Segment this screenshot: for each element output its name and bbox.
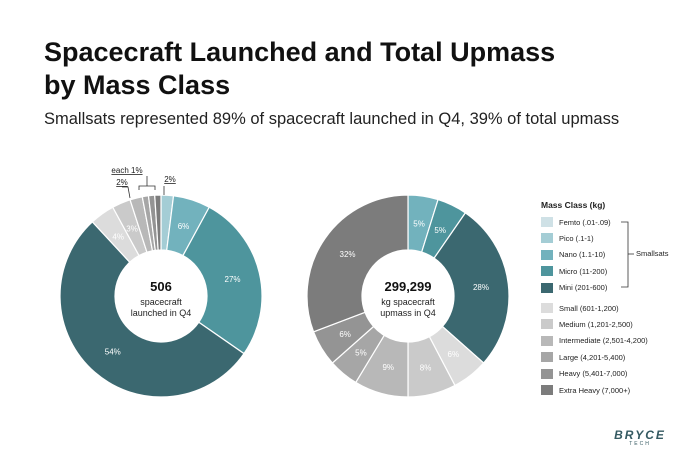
annotation-2pct-left: 2% (116, 178, 128, 187)
legend-item: Large (4,201-5,400) (541, 351, 625, 363)
legend-label: Intermediate (2,501-4,200) (559, 336, 648, 346)
upmass-donut-center-label: kg spacecraft (381, 297, 435, 307)
spacecraft-donut-center-label: spacecraft (140, 297, 182, 307)
spacecraft-donut-center-label: launched in Q4 (131, 308, 192, 318)
smallsats-label: Smallsats (636, 249, 669, 258)
upmass-donut-slice-label: 5% (355, 348, 367, 357)
upmass-donut-slice-label: 28% (473, 283, 489, 292)
legend-label: Nano (1.1-10) (559, 250, 606, 260)
spacecraft-donut-slice (182, 206, 263, 355)
spacecraft-donut-slice-label: 27% (225, 275, 241, 284)
legend-label: Large (4,201-5,400) (559, 352, 626, 362)
upmass-donut-slice (433, 212, 510, 364)
legend-swatch (541, 217, 553, 227)
annotation-each-1pct: each 1% (111, 166, 142, 175)
legend-item: Extra Heavy (7,000+) (541, 384, 630, 396)
upmass-donut-slice-label: 5% (413, 219, 425, 228)
legend-swatch (541, 282, 553, 293)
spacecraft-donut-slice-label: 4% (112, 232, 124, 241)
legend-swatch (541, 385, 553, 395)
legend-swatch (541, 368, 553, 379)
legend-label: Heavy (5,401-7,000) (559, 369, 628, 379)
chart-subtitle: Smallsats represented 89% of spacecraft … (44, 110, 620, 128)
logo-wordmark: BRYCE (614, 428, 666, 442)
upmass-donut: 5% 5% 28% 6% 8% 9% 5% 6% 32% 299,299 kg spacecraft… (306, 194, 510, 398)
logo-subtext: TECH (629, 441, 651, 447)
legend-item: Femto (.01-.09) (541, 216, 611, 228)
legend-item: Mini (201-600) (541, 282, 607, 294)
legend-title: Mass Class (kg) (541, 200, 606, 210)
legend-label: Mini (201-600) (559, 283, 608, 293)
legend-label: Medium (1,201-2,500) (559, 319, 633, 329)
title-line-2: by Mass Class (44, 70, 231, 100)
legend-item: Heavy (5,401-7,000) (541, 368, 627, 380)
upmass-donut-slice-label: 6% (448, 350, 460, 359)
legend-label: Small (601-1,200) (559, 303, 619, 313)
legend-label: Extra Heavy (7,000+) (559, 385, 631, 395)
legend-swatch (541, 319, 553, 330)
title-line-1: Spacecraft Launched and Total Upmass (44, 37, 556, 67)
legend-item: Micro (11-200) (541, 265, 607, 277)
legend-label: Femto (.01-.09) (559, 217, 611, 227)
spacecraft-donut-center-value: 506 (150, 279, 172, 294)
legend-swatch (541, 249, 553, 260)
legend-label: Micro (11-200) (559, 266, 608, 276)
callout-line-2pct-left (122, 186, 131, 199)
legend-swatch (541, 352, 553, 363)
legend-item: Medium (1,201-2,500) (541, 318, 633, 330)
upmass-donut-slice-label: 8% (420, 363, 432, 372)
brycetech-logo: BRYCE TECH (608, 428, 672, 447)
spacecraft-donut-slice (154, 194, 162, 251)
spacecraft-donut-slice-label: 6% (178, 222, 190, 231)
small-slice-callouts: each 1% 2% 2% (111, 166, 176, 199)
legend-swatch (541, 335, 553, 346)
legend-item: Pico (.1-1) (541, 232, 594, 244)
legend-swatch (541, 266, 553, 277)
spacecraft-donut-slice (59, 221, 245, 398)
upmass-donut-slice-label: 5% (434, 226, 446, 235)
smallsats-bracket-line (621, 221, 629, 288)
annotation-2pct-right: 2% (164, 175, 176, 184)
upmass-donut-slice-label: 6% (339, 330, 351, 339)
legend-swatch (541, 233, 553, 244)
legend-item: Small (601-1,200) (541, 302, 619, 314)
upmass-donut-center-value: 299,299 (385, 279, 432, 294)
spacecraft-donut-slice-label: 3% (126, 224, 138, 233)
upmass-donut-slice (306, 194, 409, 333)
legend-label: Pico (.1-1) (559, 233, 594, 243)
legend-item: Intermediate (2,501-4,200) (541, 335, 648, 347)
legend-swatch (541, 303, 553, 313)
upmass-donut-slice-label: 9% (382, 363, 394, 372)
chart-title: Spacecraft Launched and Total Upmass by … (44, 36, 644, 102)
upmass-donut-slice-label: 32% (340, 250, 356, 259)
legend-item: Nano (1.1-10) (541, 249, 605, 261)
upmass-donut-center-label: upmass in Q4 (380, 308, 436, 318)
spacecraft-donut-slice-label: 54% (105, 347, 121, 356)
